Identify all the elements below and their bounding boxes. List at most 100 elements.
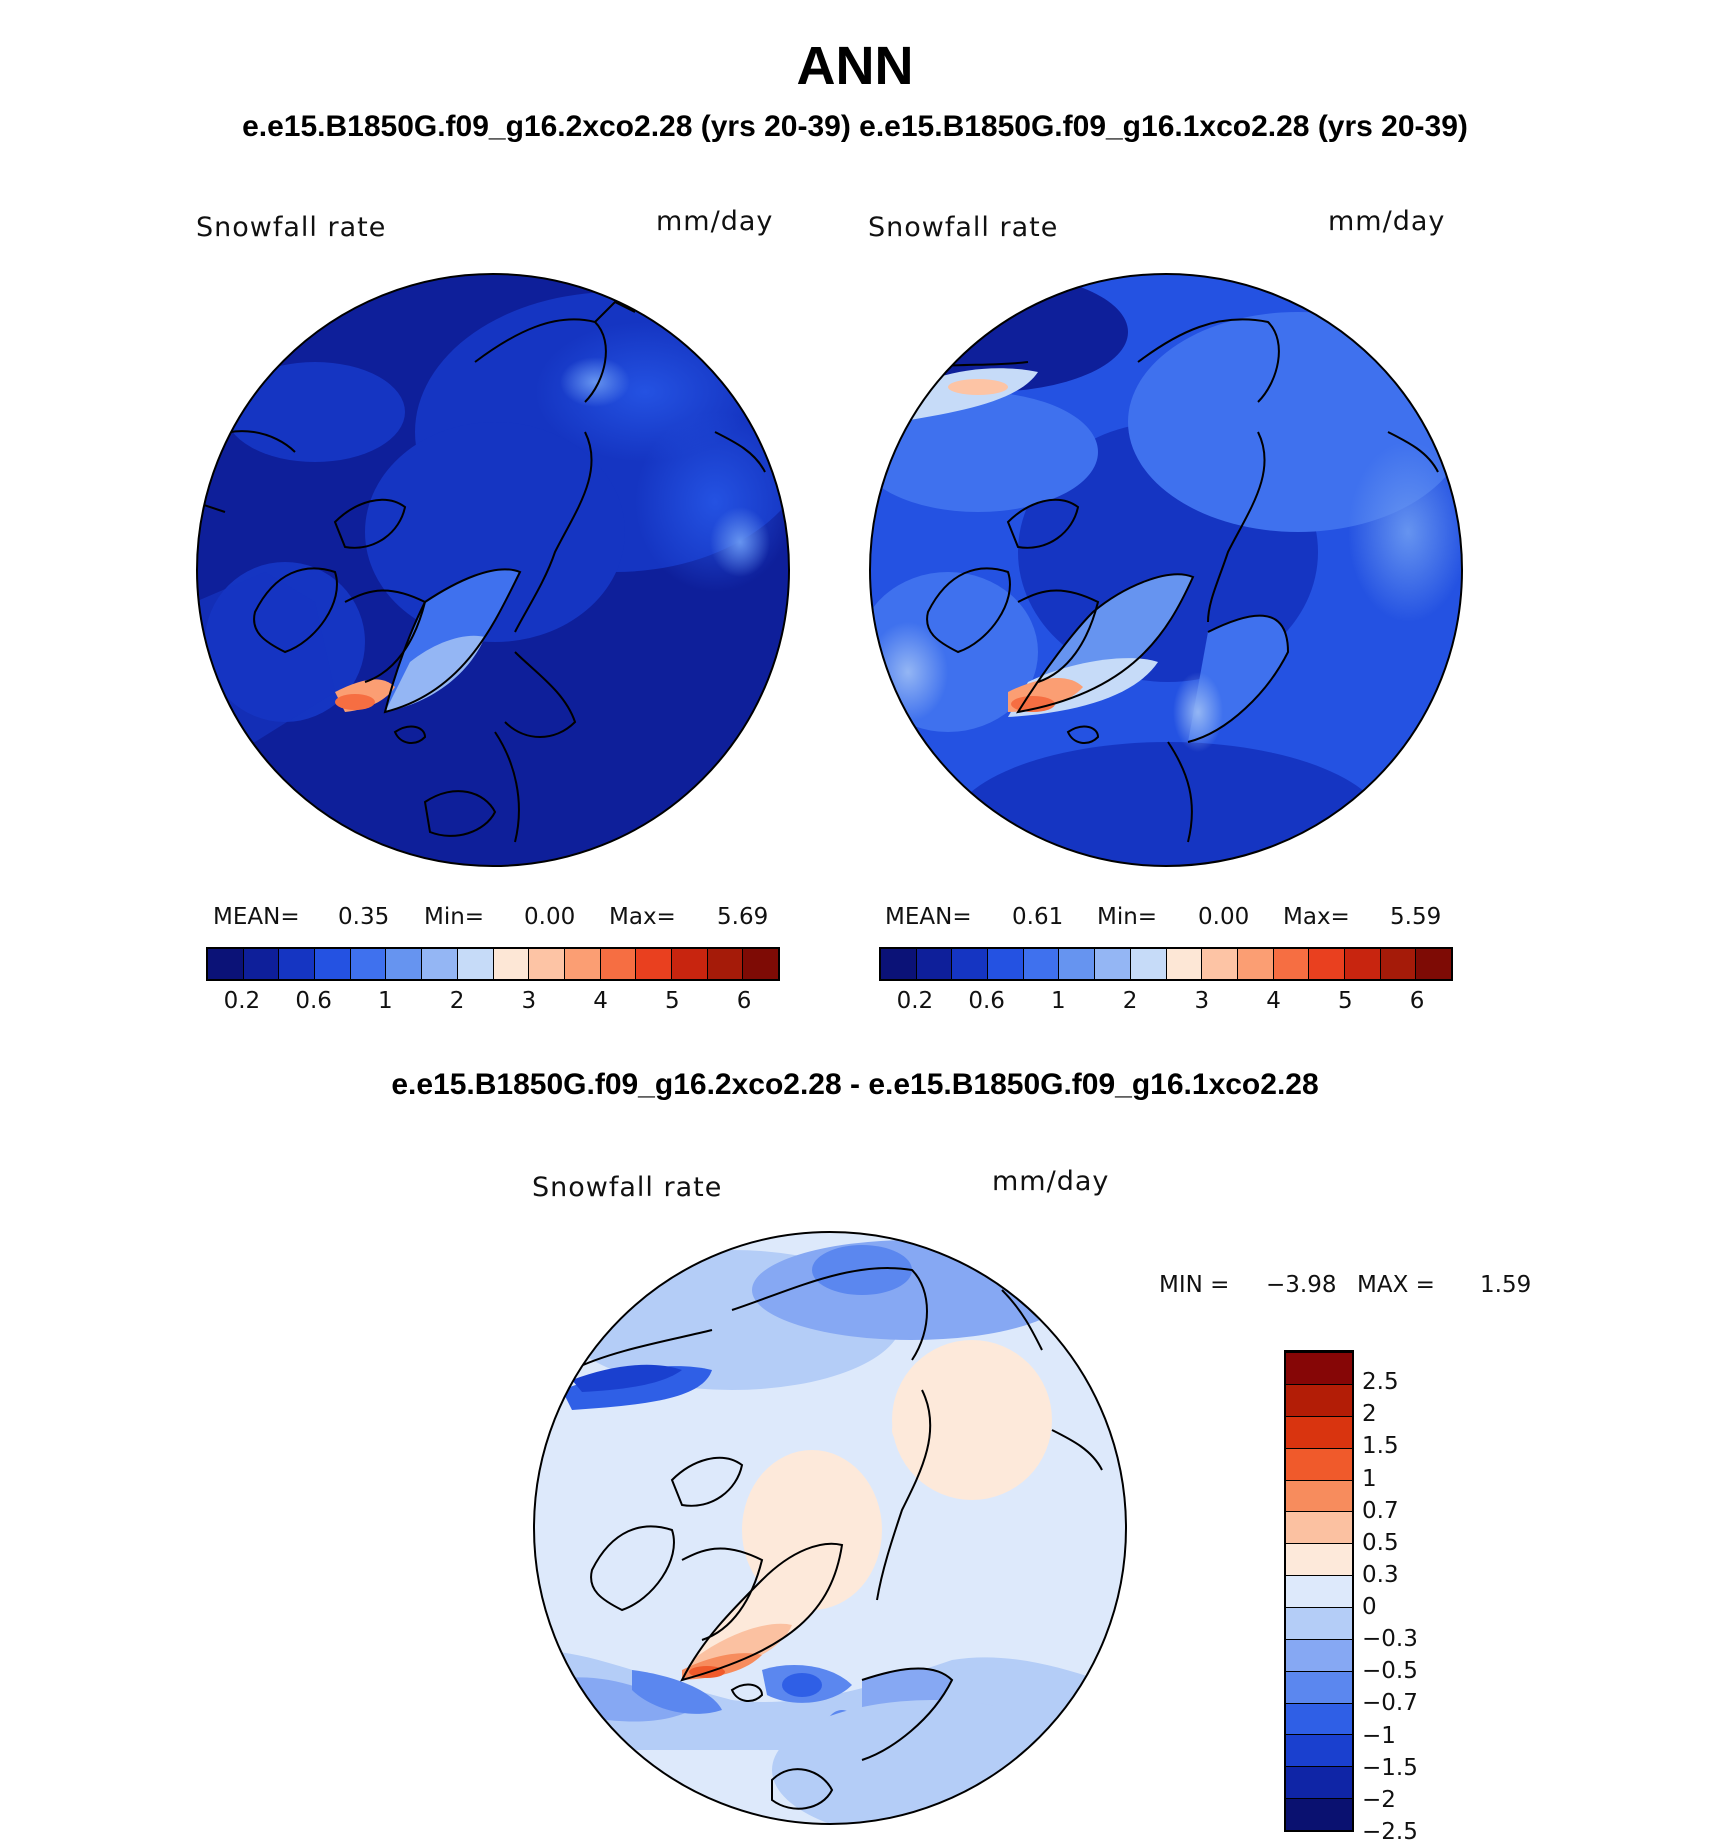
colorbar-swatch [671, 949, 708, 979]
colorbar-swatch [1286, 1575, 1352, 1607]
colorbar-swatch [1286, 1352, 1352, 1384]
colorbar-tick-label: 0.7 [1362, 1497, 1399, 1524]
colorbar-swatch [529, 949, 565, 979]
colorbar-swatch [1023, 949, 1060, 979]
colorbar-tick-label: 2 [449, 988, 465, 1014]
diff-units-label: mm/day [992, 1166, 1110, 1197]
colorbar-swatch [1309, 949, 1345, 979]
colorbar-swatch [1286, 1447, 1352, 1480]
colorbar-swatch [1059, 949, 1096, 979]
diff-min-label: MIN = [1159, 1272, 1230, 1298]
right-mean-value: 0.61 [1012, 904, 1064, 930]
colorbar-swatch [1286, 1479, 1352, 1512]
colorbar-swatch [707, 949, 744, 979]
colorbar-swatch [386, 949, 423, 979]
right-units-label: mm/day [1328, 206, 1446, 237]
figure-subtitle: e.e15.B1850G.f09_g16.2xco2.28 (yrs 20-39… [242, 110, 1468, 143]
colorbar-tick-label: 0.5 [1362, 1529, 1399, 1556]
figure-title: ANN [796, 36, 914, 96]
colorbar-tick-label: 4 [1266, 988, 1281, 1014]
left-units-label: mm/day [656, 206, 774, 237]
diff-max-label: MAX = [1357, 1272, 1435, 1298]
colorbar-swatch [350, 949, 387, 979]
left-colorbar [206, 947, 780, 981]
colorbar-tick-label: 2 [1362, 1401, 1377, 1428]
colorbar-swatch [743, 949, 778, 979]
colorbar-tick-label: 3 [521, 988, 537, 1014]
colorbar-tick-label: −0.3 [1362, 1626, 1418, 1653]
right-variable-label: Snowfall rate [868, 212, 1059, 243]
right-max-value: 5.59 [1390, 904, 1442, 930]
left-min-label: Min= [424, 904, 485, 930]
colorbar-tick-label: 6 [736, 988, 752, 1014]
colorbar-tick-label: 5 [1338, 988, 1353, 1014]
colorbar-swatch [988, 949, 1024, 979]
colorbar-swatch [1130, 949, 1167, 979]
colorbar-tick-label: −0.5 [1362, 1658, 1418, 1685]
colorbar-swatch [243, 949, 280, 979]
colorbar-swatch [208, 949, 244, 979]
right-colorbar [879, 947, 1453, 981]
colorbar-swatch [1286, 1543, 1352, 1576]
colorbar-tick-label: 1 [1362, 1465, 1377, 1492]
colorbar-swatch [457, 949, 494, 979]
colorbar-swatch [1286, 1670, 1352, 1703]
colorbar-swatch [636, 949, 672, 979]
colorbar-swatch [1166, 949, 1203, 979]
colorbar-tick-label: −1.5 [1362, 1754, 1418, 1781]
colorbar-tick-label: 0.3 [1362, 1561, 1399, 1588]
colorbar-tick-label: 1 [378, 988, 393, 1014]
colorbar-tick-label: 2.5 [1362, 1369, 1399, 1396]
difference-colorbar [1284, 1350, 1354, 1832]
colorbar-swatch [600, 949, 637, 979]
colorbar-tick-label: 4 [593, 988, 608, 1014]
left-max-value: 5.69 [717, 904, 769, 930]
left-variable-label: Snowfall rate [196, 212, 387, 243]
difference-title: e.e15.B1850G.f09_g16.2xco2.28 - e.e15.B1… [391, 1068, 1319, 1101]
colorbar-tick-label: 1 [1051, 988, 1066, 1014]
left-min-value: 0.00 [524, 904, 576, 930]
colorbar-swatch [1380, 949, 1417, 979]
colorbar-swatch [1286, 1798, 1352, 1830]
colorbar-swatch [1286, 1415, 1352, 1448]
right-min-value: 0.00 [1198, 904, 1250, 930]
colorbar-swatch [315, 949, 351, 979]
colorbar-tick-label: 0 [1362, 1594, 1377, 1621]
colorbar-tick-label: 3 [1194, 988, 1210, 1014]
colorbar-swatch [1095, 949, 1131, 979]
colorbar-tick-label: −1 [1362, 1722, 1396, 1749]
colorbar-swatch [1286, 1606, 1352, 1639]
colorbar-swatch [1286, 1702, 1352, 1735]
colorbar-tick-label: −2 [1362, 1786, 1396, 1813]
left-mean-value: 0.35 [338, 904, 390, 930]
colorbar-swatch [1416, 949, 1451, 979]
colorbar-swatch [1237, 949, 1274, 979]
colorbar-swatch [1202, 949, 1238, 979]
colorbar-swatch [1286, 1383, 1352, 1416]
colorbar-swatch [564, 949, 601, 979]
colorbar-tick-label: 5 [665, 988, 680, 1014]
colorbar-tick-label: 0.2 [896, 988, 934, 1014]
colorbar-tick-label: 0.2 [223, 988, 261, 1014]
colorbar-swatch [279, 949, 316, 979]
colorbar-tick-label: 2 [1122, 988, 1138, 1014]
colorbar-swatch [916, 949, 953, 979]
colorbar-swatch [1286, 1766, 1352, 1799]
colorbar-swatch [1344, 949, 1381, 979]
difference-polar-map [533, 1231, 1127, 1825]
colorbar-tick-label: −0.7 [1362, 1690, 1418, 1717]
colorbar-swatch [881, 949, 917, 979]
colorbar-tick-label: 0.6 [295, 988, 332, 1014]
colorbar-swatch [1286, 1511, 1352, 1544]
colorbar-swatch [1286, 1638, 1352, 1671]
left-max-label: Max= [609, 904, 676, 930]
colorbar-swatch [493, 949, 530, 979]
colorbar-tick-label: 6 [1409, 988, 1425, 1014]
diff-max-value: 1.59 [1480, 1272, 1532, 1298]
diff-min-value: −3.98 [1266, 1272, 1337, 1298]
left-mean-label: MEAN= [213, 904, 300, 930]
right-polar-map [869, 273, 1463, 867]
right-mean-label: MEAN= [885, 904, 972, 930]
colorbar-tick-label: 0.6 [968, 988, 1005, 1014]
